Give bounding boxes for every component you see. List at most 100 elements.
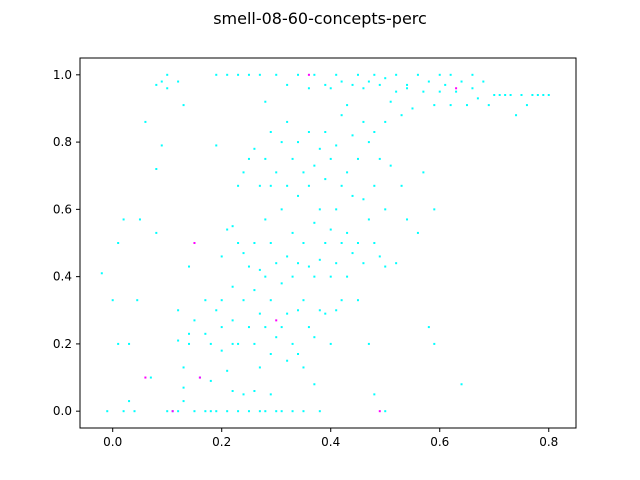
data-point [340, 184, 343, 187]
data-point [356, 299, 359, 302]
data-point [128, 400, 131, 403]
data-point [356, 242, 359, 244]
x-tick-label: 0.8 [539, 435, 558, 449]
data-point [275, 410, 278, 413]
data-point [313, 275, 316, 278]
data-point [318, 410, 321, 413]
data-point [356, 73, 359, 76]
data-point [275, 171, 278, 174]
data-point [237, 342, 240, 345]
data-point [133, 410, 136, 413]
data-point [307, 265, 310, 268]
data-point [346, 171, 349, 174]
data-point [504, 94, 507, 96]
chart-title: smell-08-60-concepts-perc [213, 9, 427, 28]
data-point [253, 390, 256, 392]
data-point [335, 262, 338, 265]
data-point [188, 332, 191, 335]
data-point [455, 87, 458, 90]
data-point [231, 319, 234, 322]
data-point [247, 265, 250, 268]
data-point [291, 410, 294, 413]
data-point [525, 104, 528, 107]
data-point [111, 299, 114, 302]
data-point [275, 262, 278, 265]
data-point [209, 342, 212, 345]
data-point [449, 73, 452, 76]
data-point [220, 255, 223, 258]
data-point [395, 262, 398, 265]
data-point [351, 134, 354, 137]
data-point [356, 157, 359, 160]
data-point [247, 157, 250, 160]
y-tick-label: 1.0 [53, 68, 72, 82]
data-point [367, 342, 370, 345]
data-point [346, 104, 349, 107]
data-point [318, 309, 321, 312]
data-point [422, 171, 425, 174]
data-point [433, 342, 436, 345]
data-point [188, 342, 191, 345]
data-point [275, 336, 278, 339]
data-point [215, 410, 218, 413]
data-point [193, 410, 196, 413]
data-point [297, 141, 300, 144]
data-point [438, 90, 441, 93]
data-point [269, 184, 272, 187]
data-point [264, 326, 267, 329]
plot-frame [79, 57, 577, 429]
data-point [482, 80, 485, 83]
data-point [264, 218, 267, 221]
data-point [297, 309, 300, 312]
data-point [351, 194, 354, 197]
data-point [247, 410, 250, 413]
data-point [302, 410, 305, 413]
data-point [117, 242, 120, 244]
y-axis: 0.0 0.2 0.4 0.6 0.8 1.0 [53, 68, 80, 418]
y-tick-label: 0.2 [53, 337, 72, 351]
data-point [465, 104, 468, 107]
data-point [373, 393, 376, 396]
data-point [253, 342, 256, 345]
data-point [297, 194, 300, 197]
data-point [416, 231, 419, 234]
data-point [231, 285, 234, 288]
data-point [204, 332, 207, 335]
data-point [395, 90, 398, 93]
data-point [231, 342, 234, 345]
data-point [253, 242, 256, 244]
data-point [346, 275, 349, 278]
data-point [307, 131, 310, 133]
data-point [416, 73, 419, 76]
data-point [493, 94, 496, 96]
data-point [395, 73, 398, 76]
data-point [160, 144, 163, 147]
data-point [253, 289, 256, 292]
data-point [258, 268, 261, 271]
data-point [509, 94, 512, 96]
data-point [313, 221, 316, 224]
data-point [182, 400, 185, 403]
data-point [324, 242, 327, 244]
data-point [302, 366, 305, 369]
data-point [177, 309, 180, 312]
data-point [318, 208, 321, 211]
data-point [367, 141, 370, 144]
data-point [335, 309, 338, 312]
data-point [449, 104, 452, 107]
data-point [204, 299, 207, 302]
x-tick-label: 0.2 [212, 435, 231, 449]
points-layer [100, 73, 550, 413]
data-point [384, 208, 387, 211]
data-point [329, 275, 332, 278]
data-point [226, 228, 229, 231]
data-point [177, 339, 180, 342]
data-point [362, 198, 365, 201]
data-point [515, 114, 518, 117]
data-point [264, 157, 267, 160]
data-point [313, 164, 316, 167]
data-point [536, 94, 539, 96]
data-point [231, 390, 234, 392]
data-point [258, 410, 261, 413]
